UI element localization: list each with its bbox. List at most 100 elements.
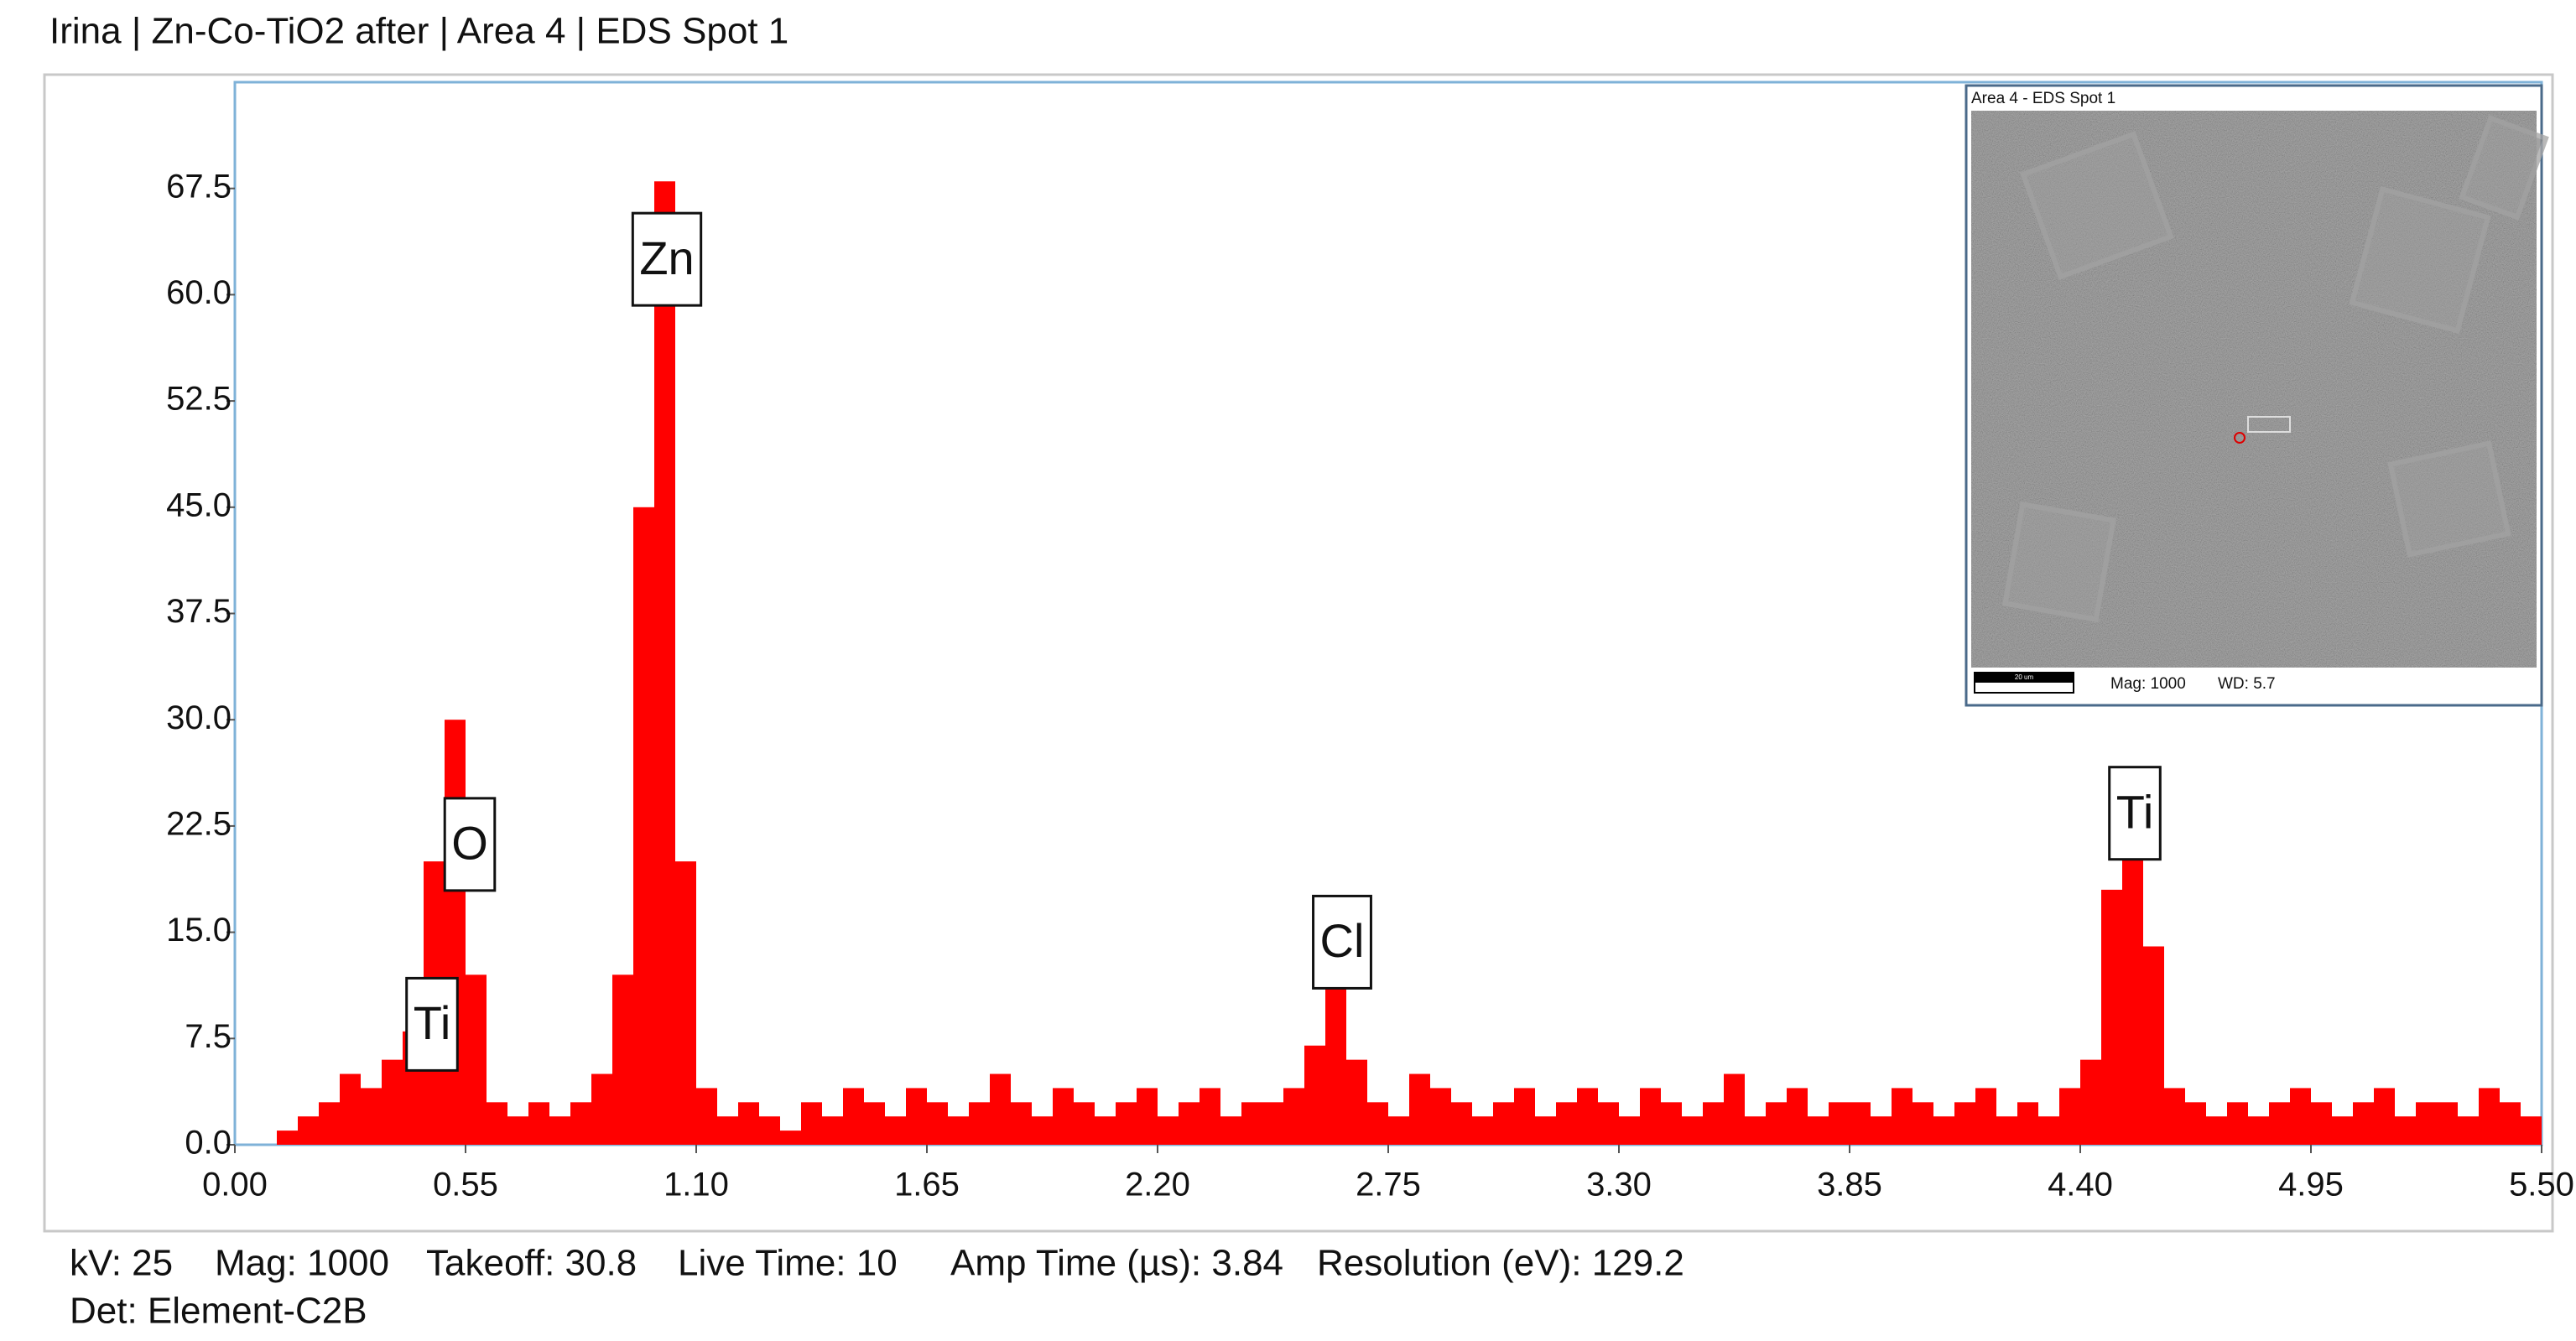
bar <box>654 181 675 1146</box>
bar <box>1871 1116 1892 1145</box>
y-tick-label: 60.0 <box>166 274 232 311</box>
inset-working-distance: WD: 5.7 <box>2218 675 2276 693</box>
peak-label-box <box>443 797 497 892</box>
bar <box>1682 1116 1703 1145</box>
bar <box>2374 1088 2395 1145</box>
bar <box>738 1102 759 1145</box>
x-tick-label: 4.40 <box>2048 1167 2113 1203</box>
bar <box>570 1102 591 1145</box>
peak-label-box <box>405 976 459 1072</box>
bar <box>2185 1102 2206 1145</box>
bar <box>2206 1116 2227 1145</box>
peak-label-box <box>2108 766 2162 861</box>
bar <box>2353 1102 2374 1145</box>
x-tick-label: 0.00 <box>202 1167 268 1203</box>
peak-label-box <box>1312 894 1372 990</box>
peak-label: Zn <box>631 211 703 307</box>
bar <box>1975 1088 1996 1145</box>
x-tick-label: 1.10 <box>664 1167 729 1203</box>
bar <box>1220 1116 1241 1145</box>
bar <box>361 1088 382 1145</box>
bar <box>1996 1116 2017 1145</box>
bar <box>1053 1088 1074 1145</box>
peak-label-text: Cl <box>1320 914 1365 967</box>
footer-item: Takeoff: 30.8 <box>426 1243 637 1284</box>
bar <box>633 507 654 1145</box>
bar <box>759 1116 780 1145</box>
bar <box>1158 1116 1179 1145</box>
peak-label: Cl <box>1312 894 1372 990</box>
sem-texture <box>1971 111 2537 668</box>
bar <box>843 1088 864 1145</box>
chart-title: Irina | Zn-Co-TiO2 after | Area 4 | EDS … <box>49 11 788 52</box>
bar <box>1367 1102 1388 1145</box>
footer-item: Resolution (eV): 129.2 <box>1317 1243 1684 1284</box>
footer: kV: 25 Mag: 1000 Takeoff: 30.8 Live Time: 1… <box>70 1243 1684 1332</box>
bar <box>1787 1088 1808 1145</box>
bar <box>780 1130 801 1145</box>
bar <box>1556 1102 1577 1145</box>
bar <box>1346 1059 1367 1145</box>
bar <box>1619 1116 1640 1145</box>
bar <box>2311 1102 2332 1145</box>
x-tick-label: 2.75 <box>1356 1167 1421 1203</box>
bar <box>2500 1102 2521 1145</box>
bar <box>2416 1102 2437 1145</box>
bar <box>1892 1088 1912 1145</box>
bar <box>445 720 466 1145</box>
bar <box>1304 1045 1325 1145</box>
footer-item: Live Time: 10 <box>678 1243 898 1284</box>
bar <box>1724 1073 1745 1145</box>
bar <box>2437 1102 2458 1145</box>
bar <box>969 1102 990 1145</box>
bar <box>1745 1116 1766 1145</box>
bar <box>2479 1088 2500 1145</box>
y-tick-label: 7.5 <box>185 1018 232 1055</box>
bar <box>340 1073 361 1145</box>
y-tick-label: 45.0 <box>166 486 232 523</box>
bar <box>1954 1102 1975 1145</box>
peak-label: O <box>443 797 497 892</box>
bar <box>1388 1116 1409 1145</box>
footer-item: kV: 25 <box>70 1243 173 1284</box>
y-tick-label: 67.5 <box>166 168 232 205</box>
bar <box>487 1102 507 1145</box>
x-tick-label: 4.95 <box>2278 1167 2344 1203</box>
bar <box>1766 1102 1787 1145</box>
bar <box>466 975 487 1145</box>
bar <box>298 1116 319 1145</box>
bar <box>1933 1116 1954 1145</box>
scale-bar-label: 20 um <box>2015 673 2034 681</box>
bar <box>1200 1088 1220 1145</box>
bar <box>1430 1088 1451 1145</box>
bar <box>1032 1116 1053 1145</box>
spot-label-box <box>2247 416 2291 433</box>
x-tick-label: 3.85 <box>1817 1167 1882 1203</box>
y-tick-label: 0.0 <box>185 1125 232 1162</box>
bar <box>2227 1102 2248 1145</box>
bar <box>864 1102 885 1145</box>
bar <box>507 1116 528 1145</box>
bar <box>549 1116 570 1145</box>
bar <box>1116 1102 1137 1145</box>
bar <box>1598 1102 1619 1145</box>
bar <box>2395 1116 2416 1145</box>
x-tick-label: 2.20 <box>1125 1167 1190 1203</box>
bar <box>675 861 696 1145</box>
footer-item: Det: Element-C2B <box>70 1291 367 1332</box>
x-tick-label: 0.55 <box>433 1167 498 1203</box>
bar <box>696 1088 717 1145</box>
bar <box>1493 1102 1514 1145</box>
bar <box>1137 1088 1158 1145</box>
bar <box>1262 1102 1283 1145</box>
bar <box>717 1116 738 1145</box>
bar <box>1577 1088 1598 1145</box>
bar <box>1912 1102 1933 1145</box>
bar <box>1808 1116 1829 1145</box>
bar <box>1703 1102 1724 1145</box>
bar <box>1850 1102 1871 1145</box>
peak-label-text: Ti <box>414 996 451 1049</box>
plot-area: 0.0 7.5 15.0 22.5 30.0 37.5 45.0 52.5 60.0 67.5 0.… <box>166 168 2574 1203</box>
peak-label-text: Ti <box>2116 785 2154 838</box>
bar <box>1535 1116 1556 1145</box>
